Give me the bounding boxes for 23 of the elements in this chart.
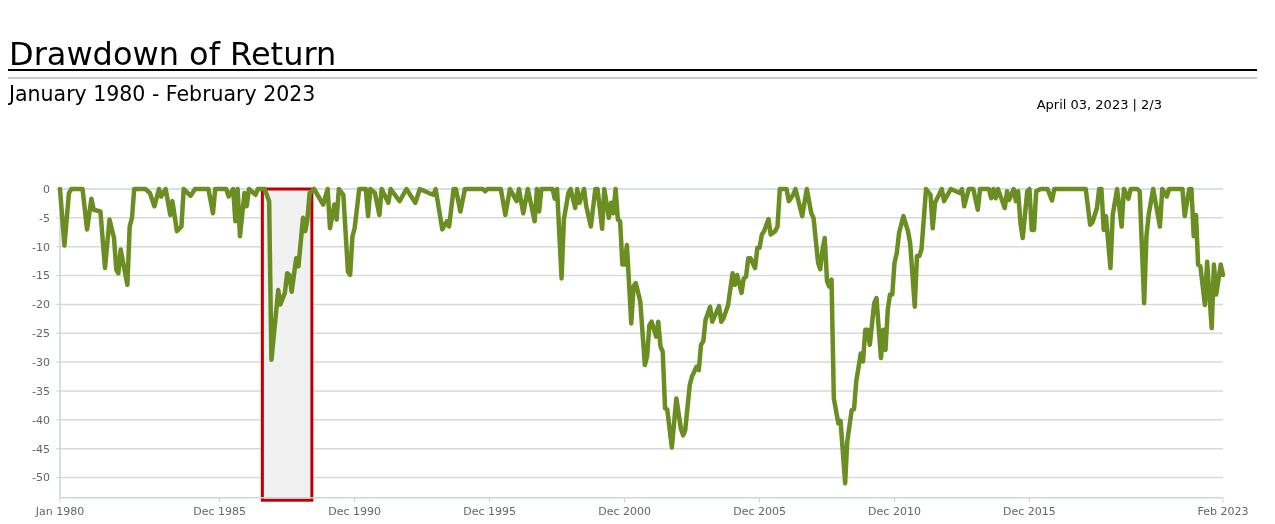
text: April 03, 2023 | 2/3 [1036,97,1162,112]
y-tick-label: -15 [32,269,50,283]
x-tick-label: Dec 2000 [598,504,651,518]
x-tick-label: Dec 2005 [733,504,786,518]
y-tick-label: -5 [39,211,50,225]
x-tick-label: Jan 1980 [34,504,85,518]
y-tick-label: -25 [32,327,50,341]
chart-subtitle: January 1980 - February 2023 [7,82,316,106]
x-tick-label: Feb 2023 [1197,504,1249,518]
y-tick-label: -50 [32,471,50,485]
x-tick-label: Dec 1995 [463,504,516,518]
chart-title: Drawdown of Return [9,35,337,73]
y-tick-label: -45 [32,442,50,456]
x-tick-label: Dec 2010 [868,504,921,518]
y-tick-label: -20 [32,298,50,312]
y-tick-label: -40 [32,413,50,427]
y-tick-label: -30 [32,355,50,369]
x-tick-label: Dec 1985 [193,504,247,518]
y-tick-label: -10 [32,240,50,254]
y-tick-label: 0 [43,182,50,196]
y-tick-label: -35 [32,384,50,398]
x-tick-label: Dec 1990 [328,504,382,518]
x-tick-label: Dec 2015 [1003,504,1056,518]
